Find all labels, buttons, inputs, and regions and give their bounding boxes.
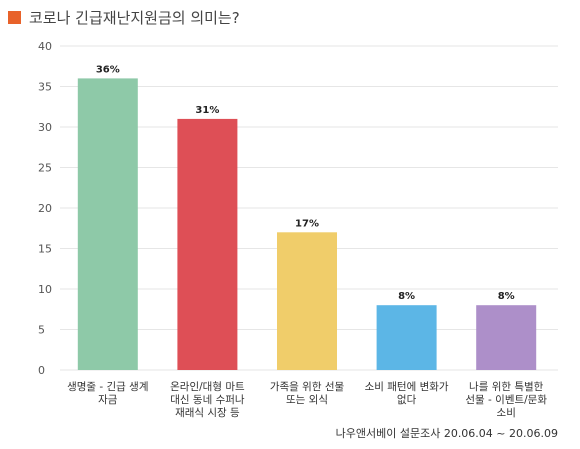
x-category-label: 소비 bbox=[497, 407, 516, 419]
y-tick-label: 0 bbox=[38, 364, 45, 377]
title-square-icon bbox=[8, 10, 21, 24]
x-category-label: 대신 동네 수퍼나 bbox=[170, 394, 245, 406]
x-category-label: 생명줄 - 긴급 생계 bbox=[67, 381, 148, 393]
y-tick-label: 25 bbox=[38, 162, 52, 175]
y-tick-label: 5 bbox=[38, 324, 45, 337]
x-category-label: 선물 - 이벤트/문화 bbox=[465, 394, 547, 406]
bar bbox=[376, 305, 437, 370]
x-category-label: 자금 bbox=[98, 394, 118, 406]
bar-value-label: 8% bbox=[498, 291, 515, 302]
x-category-label: 온라인/대형 마트 bbox=[170, 381, 245, 393]
x-category-label: 재래식 시장 등 bbox=[175, 407, 240, 419]
y-tick-label: 30 bbox=[38, 121, 52, 134]
bars bbox=[77, 78, 537, 371]
y-tick-label: 35 bbox=[38, 81, 52, 94]
bar bbox=[77, 78, 138, 371]
bar bbox=[177, 118, 238, 371]
bar-value-label: 31% bbox=[195, 105, 219, 116]
y-tick-label: 10 bbox=[38, 283, 52, 296]
x-category-label: 가족을 위한 선물 bbox=[270, 380, 345, 393]
y-tick-label: 20 bbox=[38, 202, 52, 215]
bar-value-label: 8% bbox=[398, 291, 415, 302]
chart-title: 코로나 긴급재난지원금의 의미는? bbox=[29, 8, 240, 27]
x-category-label: 또는 외식 bbox=[286, 394, 328, 406]
title-row: 코로나 긴급재난지원금의 의미는? bbox=[8, 6, 240, 28]
x-category-label: 나를 위한 특별한 bbox=[469, 380, 544, 393]
bar-value-label: 17% bbox=[295, 218, 319, 229]
x-category-label: 소비 패턴에 변화가 bbox=[365, 381, 449, 393]
gridlines bbox=[60, 45, 558, 371]
y-tick-label: 40 bbox=[38, 40, 52, 53]
source-note: 나우앤서베이 설문조사 20.06.04 ~ 20.06.09 bbox=[335, 427, 558, 440]
bar-value-label: 36% bbox=[96, 64, 120, 75]
bar bbox=[277, 232, 337, 370]
x-category-label: 없다 bbox=[397, 393, 417, 406]
bar bbox=[476, 305, 537, 370]
y-tick-label: 15 bbox=[38, 243, 52, 256]
